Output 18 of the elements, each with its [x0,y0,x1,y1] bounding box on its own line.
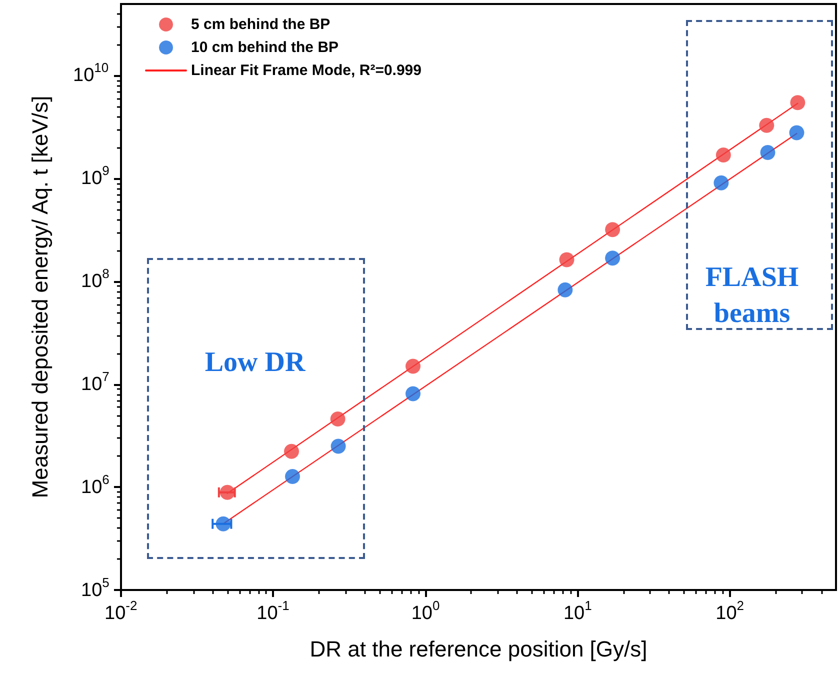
legend-label: Linear Fit Frame Mode, R²=0.999 [191,62,422,79]
y-tick-label: 10$^{8}$ [81,266,110,292]
x-axis-title: DR at the reference position [Gy/s] [310,636,648,662]
legend-label: 5 cm behind the BP [191,16,330,33]
y-tick-label: 10$^{7}$ [81,368,110,395]
x-tick-label: 10$^{0}$ [411,598,440,624]
x-tick-label: 10$^{2}$ [716,598,744,624]
y-tick-label: 10$^{6}$ [81,472,110,498]
x-tick-label: 10$^{1}$ [563,598,592,624]
y-tick-label: 10$^{5}$ [81,574,110,600]
y-tick-label: 10$^{10}$ [73,60,109,86]
x-tick-label: 10$^{-2}$ [104,598,138,624]
annotation: FLASH beams [704,261,800,331]
y-tick-label: 10$^{9}$ [81,163,110,190]
x-tick-label: 10$^{-1}$ [256,598,290,624]
y-axis-title: Measured deposited energy/ Aq. t [keV/s] [28,96,52,498]
annotation: Low DR [204,346,306,380]
legend-label: 10 cm behind the BP [191,39,339,56]
